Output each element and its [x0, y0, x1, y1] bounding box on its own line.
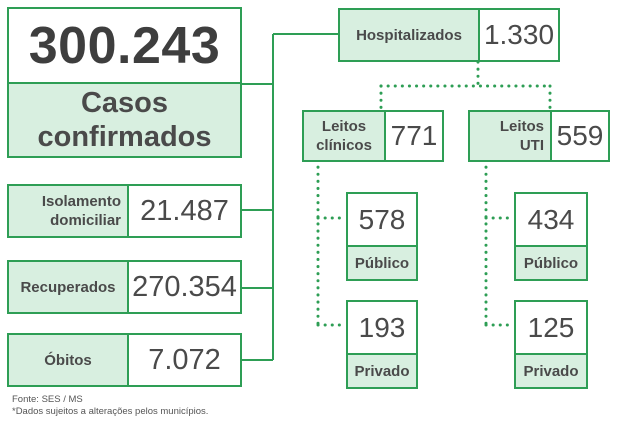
clinicos-privado-value: 193 [346, 300, 418, 355]
total-cases-label-line1: Casos [80, 87, 169, 119]
leitos-uti-label-line1: Leitos [499, 118, 544, 135]
clinicos-privado-label: Privado [346, 353, 418, 389]
hospitalizados-label: Hospitalizados [338, 8, 480, 62]
total-cases-label: Casos confirmados [7, 82, 242, 158]
uti-privado-label: Privado [514, 353, 588, 389]
recuperados-value: 270.354 [127, 260, 242, 314]
leitos-uti-label: Leitos UTI [468, 110, 552, 162]
leitos-clinicos-label-line1: Leitos [321, 118, 367, 135]
total-cases-label-line2: confirmados [37, 121, 212, 153]
recuperados-label: Recuperados [7, 260, 129, 314]
leitos-uti-value: 559 [550, 110, 610, 162]
leitos-clinicos-label: Leitos clínicos [302, 110, 386, 162]
obitos-label: Óbitos [7, 333, 129, 387]
total-cases-value: 300.243 [7, 7, 242, 84]
uti-publico-value: 434 [514, 192, 588, 247]
isolamento-value: 21.487 [127, 184, 242, 238]
obitos-value: 7.072 [127, 333, 242, 387]
clinicos-publico-value: 578 [346, 192, 418, 247]
recuperados-label-text: Recuperados [20, 278, 116, 296]
leitos-uti-label-line2: UTI [519, 137, 544, 154]
obitos-label-text: Óbitos [44, 351, 92, 369]
leitos-clinicos-value: 771 [384, 110, 444, 162]
leitos-clinicos-label-line2: clínicos [316, 137, 372, 154]
hospitalizados-value: 1.330 [478, 8, 560, 62]
isolamento-label-line2: domiciliar [50, 212, 121, 229]
uti-publico-label: Público [514, 245, 588, 281]
uti-privado-value: 125 [514, 300, 588, 355]
isolamento-label-line1: Isolamento [41, 193, 121, 210]
footer-note: *Dados sujeitos a alterações pelos munic… [12, 406, 209, 417]
clinicos-publico-label: Público [346, 245, 418, 281]
isolamento-label: Isolamento domiciliar [7, 184, 129, 238]
footer-source: Fonte: SES / MS [12, 394, 83, 405]
